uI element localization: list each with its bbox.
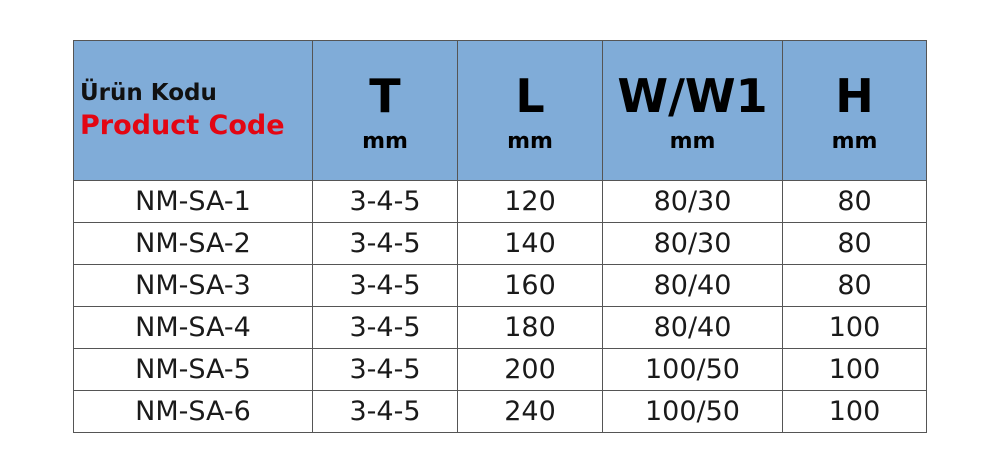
cell-h: 80 xyxy=(782,264,927,307)
cell-l: 200 xyxy=(457,348,603,391)
cell-code: NM-SA-2 xyxy=(73,222,313,265)
cell-h: 100 xyxy=(782,390,927,433)
header-label: L xyxy=(515,69,545,123)
header-product-code: Ürün Kodu Product Code xyxy=(73,40,313,181)
cell-l: 140 xyxy=(457,222,603,265)
table-row: NM-SA-3 3-4-5 160 80/40 80 xyxy=(73,264,927,307)
header-w: W/W1 mm xyxy=(602,40,783,181)
cell-t: 3-4-5 xyxy=(312,180,458,223)
header-unit: mm xyxy=(362,129,408,154)
cell-w: 80/30 xyxy=(602,180,783,223)
cell-code: NM-SA-1 xyxy=(73,180,313,223)
cell-l: 180 xyxy=(457,306,603,349)
cell-w: 100/50 xyxy=(602,390,783,433)
cell-h: 100 xyxy=(782,348,927,391)
cell-l: 120 xyxy=(457,180,603,223)
cell-w: 100/50 xyxy=(602,348,783,391)
header-unit: mm xyxy=(507,129,553,154)
cell-h: 80 xyxy=(782,222,927,265)
product-code-label-tr: Ürün Kodu xyxy=(80,80,217,106)
table-row: NM-SA-1 3-4-5 120 80/30 80 xyxy=(73,180,927,223)
cell-code: NM-SA-5 xyxy=(73,348,313,391)
cell-code: NM-SA-4 xyxy=(73,306,313,349)
table-row: NM-SA-5 3-4-5 200 100/50 100 xyxy=(73,348,927,391)
product-code-label-en: Product Code xyxy=(80,110,285,141)
cell-w: 80/40 xyxy=(602,264,783,307)
header-label: W/W1 xyxy=(617,69,768,123)
cell-t: 3-4-5 xyxy=(312,222,458,265)
header-unit: mm xyxy=(669,129,716,154)
header-unit: mm xyxy=(831,129,878,154)
cell-w: 80/40 xyxy=(602,306,783,349)
cell-code: NM-SA-6 xyxy=(73,390,313,433)
cell-w: 80/30 xyxy=(602,222,783,265)
cell-l: 160 xyxy=(457,264,603,307)
cell-code: NM-SA-3 xyxy=(73,264,313,307)
cell-h: 80 xyxy=(782,180,927,223)
cell-l: 240 xyxy=(457,390,603,433)
cell-t: 3-4-5 xyxy=(312,348,458,391)
table-row: NM-SA-4 3-4-5 180 80/40 100 xyxy=(73,306,927,349)
header-label: T xyxy=(369,69,401,123)
cell-t: 3-4-5 xyxy=(312,390,458,433)
cell-h: 100 xyxy=(782,306,927,349)
table-row: NM-SA-6 3-4-5 240 100/50 100 xyxy=(73,390,927,433)
table-row: NM-SA-2 3-4-5 140 80/30 80 xyxy=(73,222,927,265)
cell-t: 3-4-5 xyxy=(312,306,458,349)
header-label: H xyxy=(835,69,874,123)
cell-t: 3-4-5 xyxy=(312,264,458,307)
